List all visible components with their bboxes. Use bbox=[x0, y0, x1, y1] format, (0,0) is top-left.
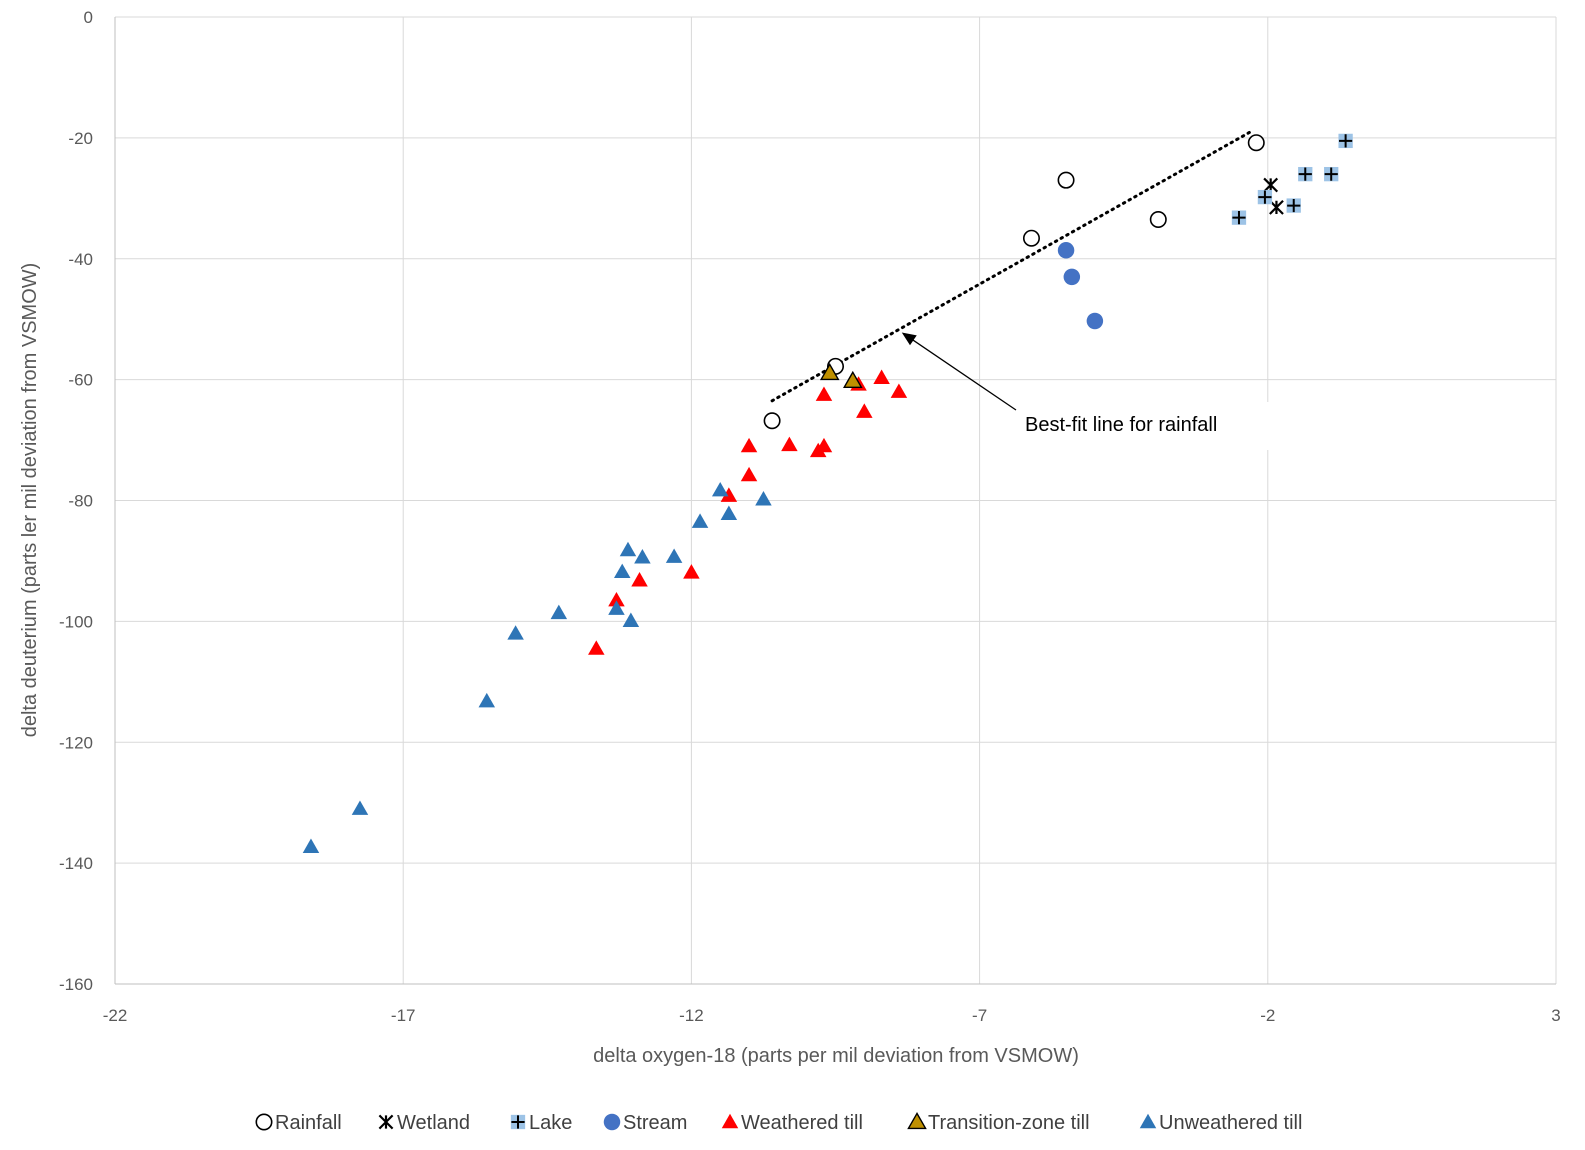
y-tick-label: -100 bbox=[59, 612, 93, 631]
annotation-group: Best-fit line for rainfall bbox=[901, 332, 1270, 450]
y-tick-label: -20 bbox=[68, 129, 93, 148]
unweathered-till-point bbox=[711, 481, 729, 497]
legend-label-lake: Lake bbox=[529, 1112, 572, 1134]
unweathered-till-point bbox=[302, 838, 320, 853]
lake-point bbox=[1286, 198, 1301, 213]
lake-point bbox=[1298, 166, 1313, 182]
weathered-till-point bbox=[890, 383, 908, 398]
unweathered-till-point bbox=[665, 548, 683, 563]
lake-point bbox=[1338, 133, 1353, 149]
unweathered-till-point bbox=[351, 800, 369, 815]
unweathered-till-point bbox=[720, 505, 738, 520]
unweathered-till-point bbox=[507, 625, 524, 640]
legend-label-weathered-till: Weathered till bbox=[741, 1112, 863, 1134]
annotation-arrowhead bbox=[901, 332, 917, 346]
wetland-point-cross bbox=[1263, 177, 1279, 193]
transition-zone-till-point bbox=[843, 370, 863, 388]
wetland-point bbox=[1263, 177, 1279, 193]
legend-label-stream: Stream bbox=[623, 1112, 687, 1134]
weathered-till-point bbox=[740, 466, 758, 482]
y-tick-label: -40 bbox=[68, 250, 93, 269]
lake-point-cross bbox=[1339, 134, 1353, 148]
y-tick-label: -120 bbox=[59, 733, 93, 752]
legend-label-rainfall: Rainfall bbox=[275, 1112, 342, 1134]
unweathered-till-point bbox=[619, 541, 637, 557]
lake-point bbox=[1257, 189, 1273, 205]
y-tick-label: -160 bbox=[59, 975, 93, 994]
weathered-till-point bbox=[809, 442, 827, 458]
legend-marker-lake bbox=[510, 1114, 526, 1130]
legend-marker-weathered-till bbox=[721, 1113, 739, 1129]
y-tick-label: 0 bbox=[84, 8, 93, 27]
unweathered-till-point bbox=[634, 549, 651, 564]
lake-point-cross bbox=[1324, 167, 1338, 181]
weathered-till-point bbox=[873, 369, 890, 384]
x-tick-label: -2 bbox=[1260, 1006, 1275, 1025]
x-tick-label: -22 bbox=[103, 1006, 128, 1025]
legend: Rainfall Wetland Lake Stream Weathered till T… bbox=[255, 1112, 1302, 1134]
rainfall-point bbox=[763, 412, 781, 430]
transition-zone-till-point bbox=[819, 362, 840, 381]
axes: -22 -17 -12 -7 -2 3 0 -20 -40 -60 -80 -100 -120 -140 -… bbox=[59, 8, 1561, 1025]
y-tick-label: -80 bbox=[68, 492, 93, 511]
x-tick-label: -17 bbox=[391, 1006, 416, 1025]
x-tick-label: 3 bbox=[1551, 1006, 1560, 1025]
legend-label-unweathered-till: Unweathered till bbox=[1159, 1112, 1302, 1134]
legend-marker-rainfall bbox=[255, 1113, 273, 1131]
legend-label-wetland: Wetland bbox=[397, 1112, 470, 1134]
rainfall-best-fit-line bbox=[770, 130, 1253, 403]
weathered-till-point bbox=[856, 403, 873, 418]
weathered-till-point bbox=[683, 564, 700, 579]
weathered-till-point bbox=[608, 591, 625, 607]
legend-marker-unweathered-till bbox=[1139, 1113, 1157, 1129]
annotation-text: Best-fit line for rainfall bbox=[1025, 414, 1217, 436]
weathered-till-point bbox=[815, 386, 833, 401]
y-tick-label: -140 bbox=[59, 854, 93, 873]
stream-point bbox=[1063, 268, 1081, 286]
unweathered-till-point bbox=[622, 612, 640, 627]
weathered-till-point bbox=[740, 437, 758, 453]
x-axis-title: delta oxygen-18 (parts per mil deviation… bbox=[593, 1045, 1079, 1067]
legend-marker-lake-cross bbox=[511, 1115, 525, 1129]
rainfall-point bbox=[1022, 229, 1040, 247]
annotation-background bbox=[1012, 402, 1270, 450]
rainfall-point bbox=[1247, 134, 1265, 152]
data-points bbox=[302, 133, 1353, 853]
lake-point-cross bbox=[1232, 211, 1246, 225]
gridlines bbox=[115, 16, 1557, 984]
unweathered-till-point bbox=[755, 491, 772, 506]
x-tick-label: -7 bbox=[972, 1006, 987, 1025]
lake-point bbox=[1231, 210, 1247, 225]
lake-point-cross bbox=[1298, 167, 1312, 181]
unweathered-till-point bbox=[550, 604, 568, 620]
legend-marker-transition-zone-till bbox=[907, 1112, 927, 1130]
legend-label-transition-zone-till: Transition-zone till bbox=[928, 1112, 1090, 1134]
unweathered-till-point bbox=[608, 600, 625, 615]
weathered-till-point bbox=[631, 572, 648, 587]
legend-marker-wetland-cross bbox=[378, 1114, 394, 1130]
weathered-till-point bbox=[588, 640, 605, 655]
y-tick-label: -60 bbox=[68, 371, 93, 390]
rainfall-point bbox=[1149, 210, 1167, 228]
lake-point bbox=[1324, 166, 1339, 182]
annotation-arrow bbox=[911, 338, 1017, 411]
y-axis-title: delta deuterium (parts ler mil deviation… bbox=[19, 263, 41, 738]
stream-point bbox=[1057, 242, 1075, 259]
stream-point bbox=[1086, 312, 1104, 330]
rainfall-point bbox=[1057, 171, 1075, 189]
unweathered-till-point bbox=[691, 513, 709, 528]
weathered-till-point bbox=[781, 436, 798, 452]
lake-point-cross bbox=[1258, 190, 1272, 204]
weathered-till-point bbox=[720, 487, 738, 502]
unweathered-till-point bbox=[613, 563, 631, 579]
lake-point-cross bbox=[1287, 198, 1301, 213]
x-tick-label: -12 bbox=[679, 1006, 704, 1025]
trendline-group bbox=[770, 130, 1253, 403]
unweathered-till-point bbox=[478, 692, 496, 708]
legend-marker-stream bbox=[603, 1113, 621, 1131]
legend-marker-wetland bbox=[378, 1114, 394, 1130]
